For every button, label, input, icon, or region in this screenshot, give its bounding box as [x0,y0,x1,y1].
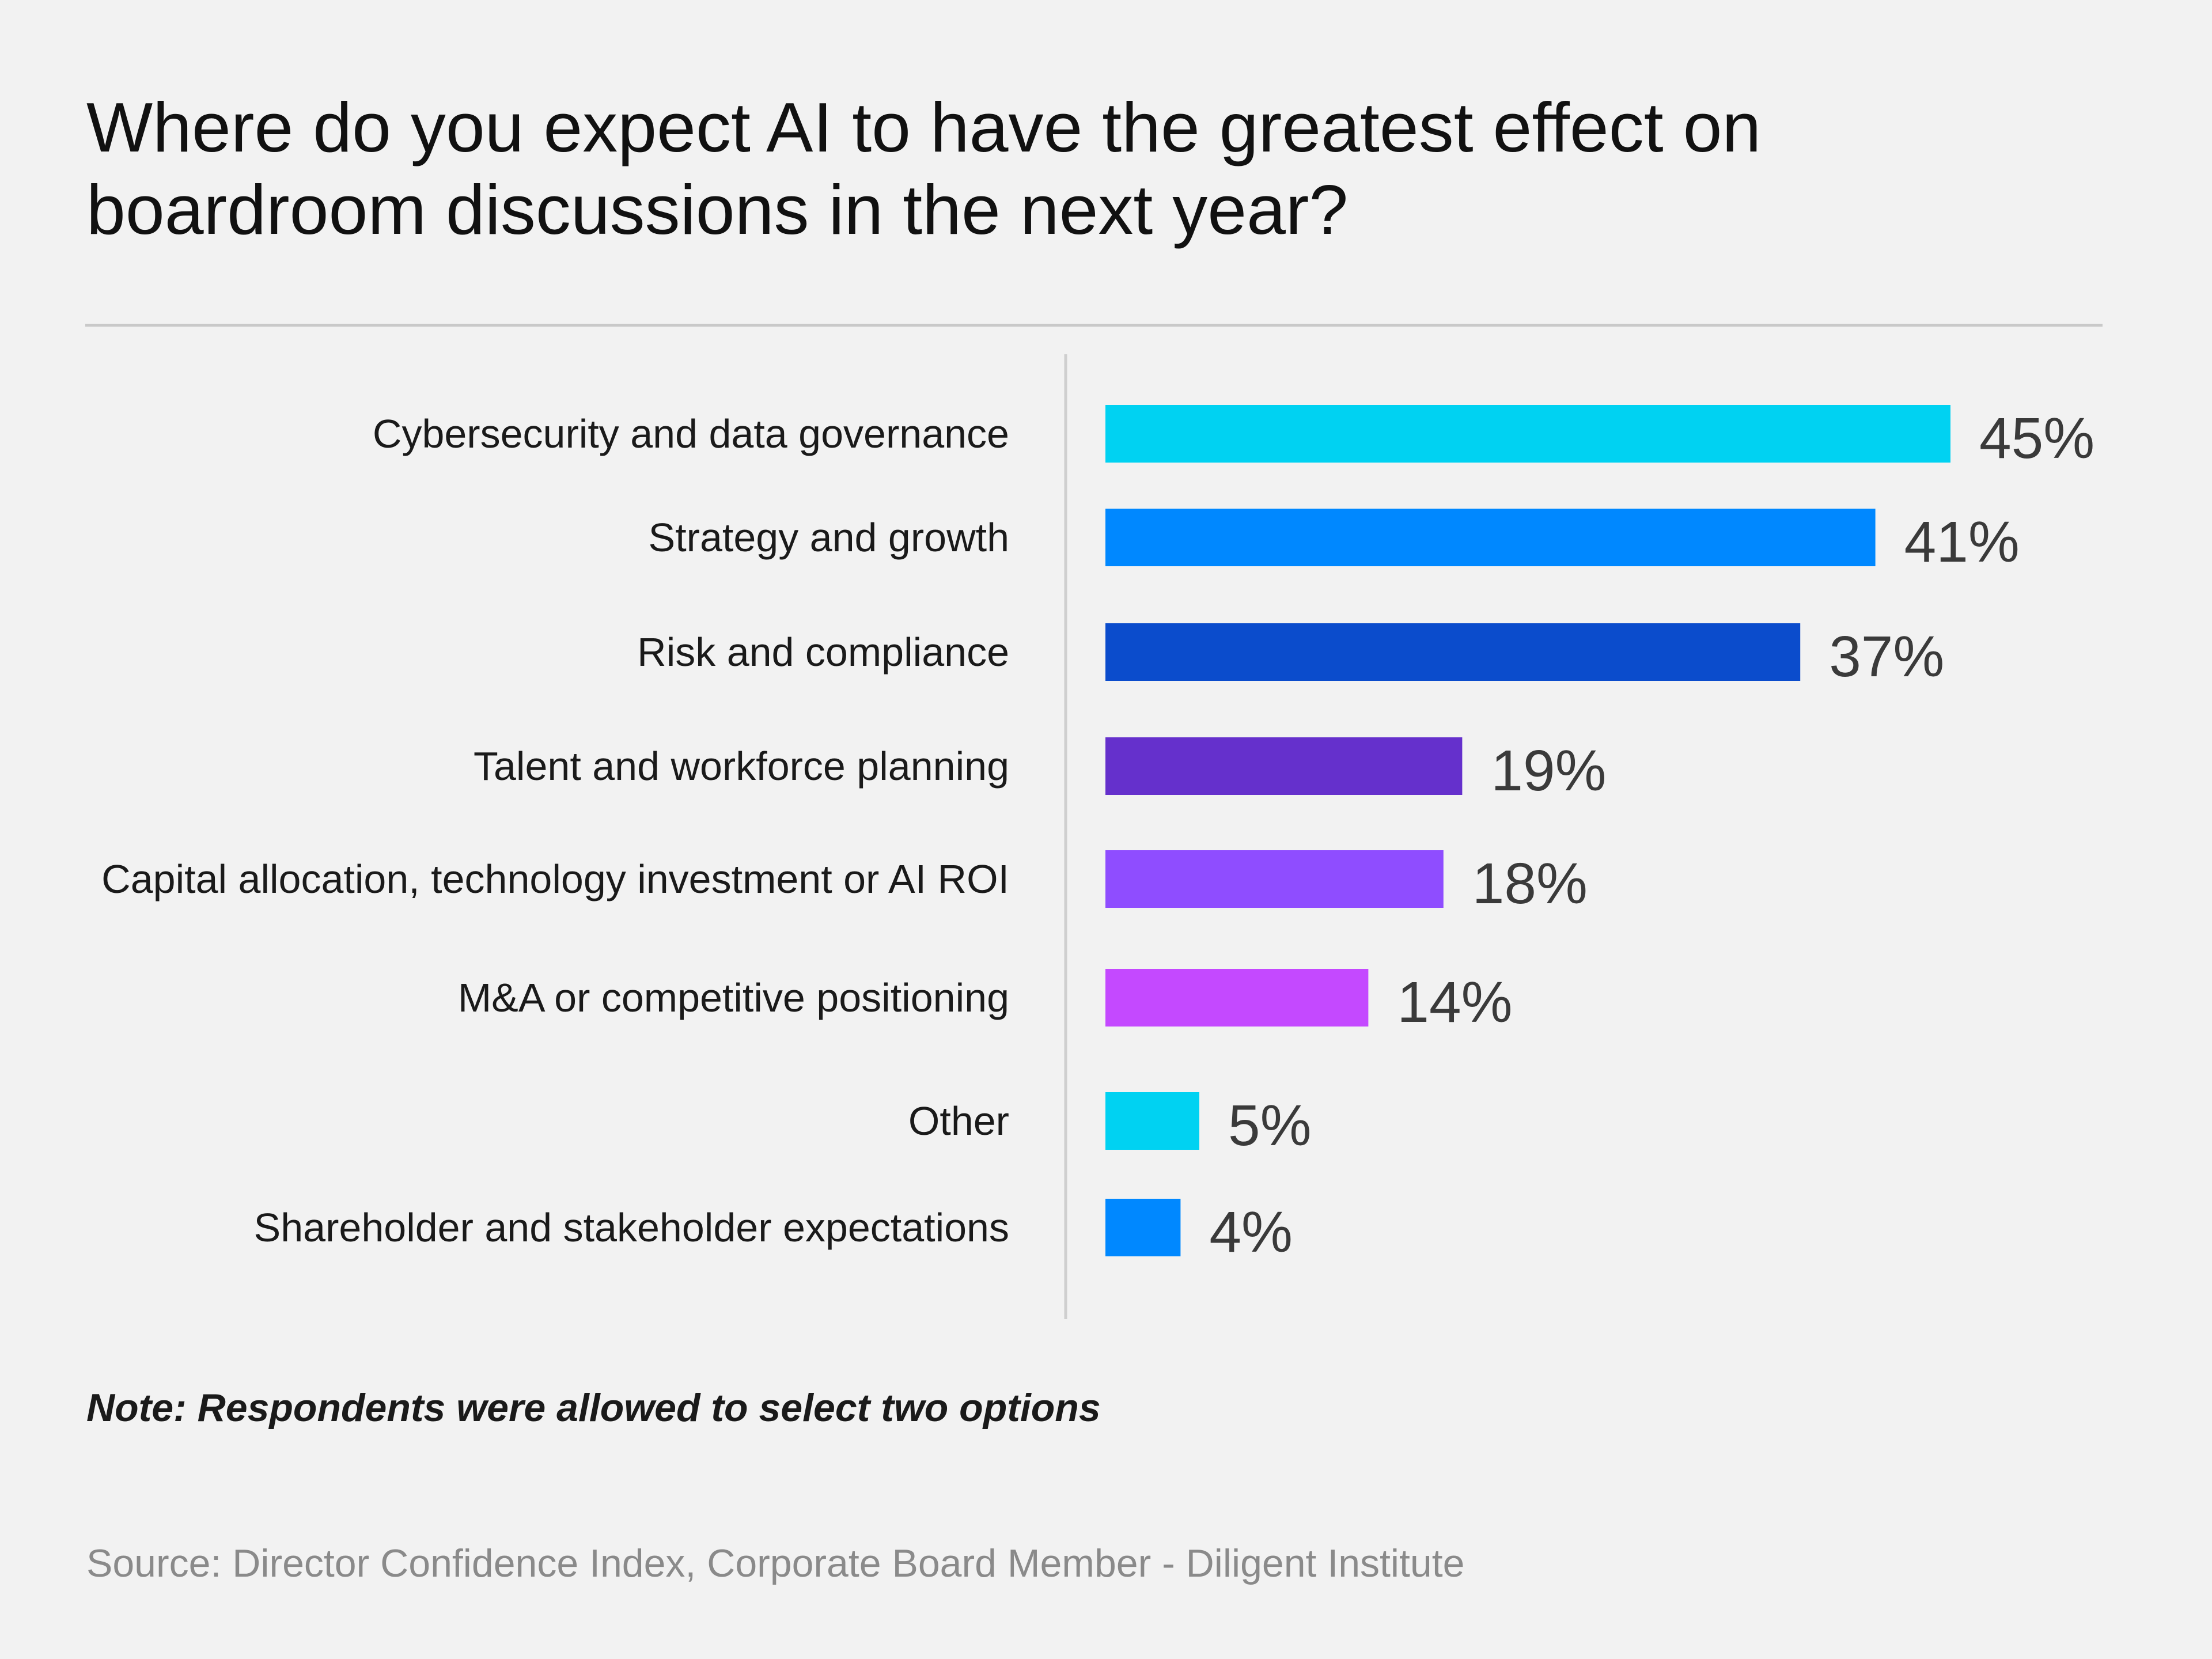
bar [1105,737,1463,795]
category-label: Capital allocation, technology investmen… [101,857,1009,902]
bar [1105,623,1801,681]
value-label: 5% [1228,1093,1312,1158]
value-label: 4% [1209,1200,1293,1264]
value-label: 18% [1472,851,1588,916]
category-label: Shareholder and stakeholder expectations [254,1205,1009,1250]
chart-title-line: boardroom discussions in the next year? [86,171,1349,249]
value-label: 37% [1829,624,1944,689]
category-label: Talent and workforce planning [474,744,1009,789]
category-label: Other [908,1099,1009,1143]
bar [1105,1199,1181,1256]
value-label: 41% [1904,510,2020,574]
bar [1105,850,1444,908]
category-label: Strategy and growth [649,515,1009,560]
chart-source: Source: Director Confidence Index, Corpo… [86,1541,1465,1585]
bar [1105,405,1950,463]
chart-note: Note: Respondents were allowed to select… [86,1386,1101,1430]
chart-title-line: Where do you expect AI to have the great… [86,88,1762,166]
category-label: Risk and compliance [637,630,1009,675]
category-label: Cybersecurity and data governance [373,411,1009,456]
title-divider [85,324,2103,327]
value-label: 45% [1979,406,2094,471]
bar [1105,969,1369,1027]
chart-title: Where do you expect AI to have the great… [86,86,2103,251]
value-label: 19% [1491,738,1606,803]
category-label: M&A or competitive positioning [458,975,1009,1020]
bar [1105,509,1876,566]
bar [1105,1092,1199,1150]
value-label: 14% [1397,970,1512,1035]
